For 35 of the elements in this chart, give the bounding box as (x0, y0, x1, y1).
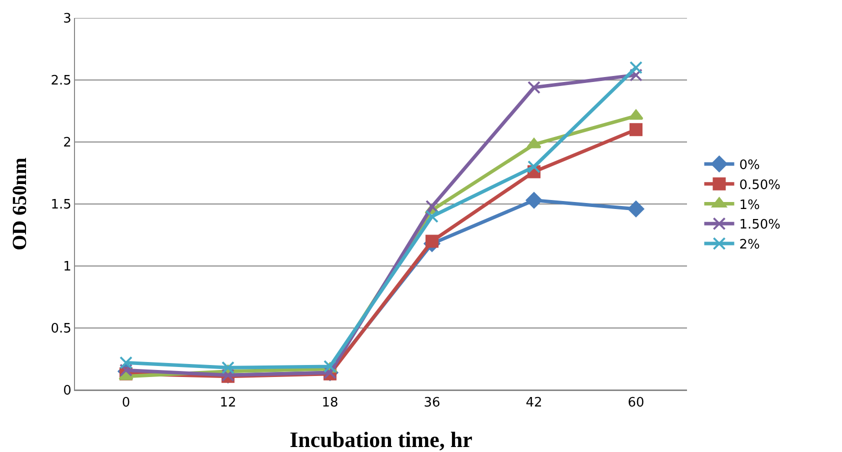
legend-label: 0.50% (739, 178, 781, 193)
point (222, 361, 234, 374)
x-tick-label: 12 (220, 396, 236, 411)
x-tick-label: 60 (628, 396, 644, 411)
y-axis-title: OD 650nm (9, 157, 32, 250)
x-tick-label: 42 (526, 396, 542, 411)
legend-label: 1% (739, 198, 760, 213)
legend-label: 1.50% (739, 218, 781, 233)
point (528, 80, 540, 94)
point (628, 200, 644, 218)
point (426, 210, 438, 223)
y-tick-label: 1.5 (50, 198, 72, 213)
y-tick-label: 3 (63, 12, 72, 27)
point (120, 356, 132, 370)
y-tick-label: 0.5 (50, 322, 72, 337)
point (630, 123, 642, 136)
point (426, 200, 438, 213)
point (628, 109, 644, 120)
point (526, 138, 542, 148)
y-tick-label: 1 (63, 260, 72, 275)
point (526, 192, 542, 208)
legend-label: 0% (739, 158, 760, 174)
point (528, 160, 540, 174)
x-axis-title: Incubation time, hr (290, 427, 473, 452)
x-tick-label: 0 (122, 396, 130, 411)
y-tick-label: 0 (63, 384, 72, 399)
point (630, 61, 642, 74)
x-tick-label: 18 (322, 396, 338, 411)
legend-label: 2% (739, 238, 760, 253)
point (630, 68, 642, 82)
y-tick-label: 2 (63, 136, 72, 151)
y-tick-label: 2.5 (50, 74, 72, 89)
point (120, 364, 132, 377)
point (426, 234, 438, 248)
x-tick-label: 36 (424, 396, 440, 411)
